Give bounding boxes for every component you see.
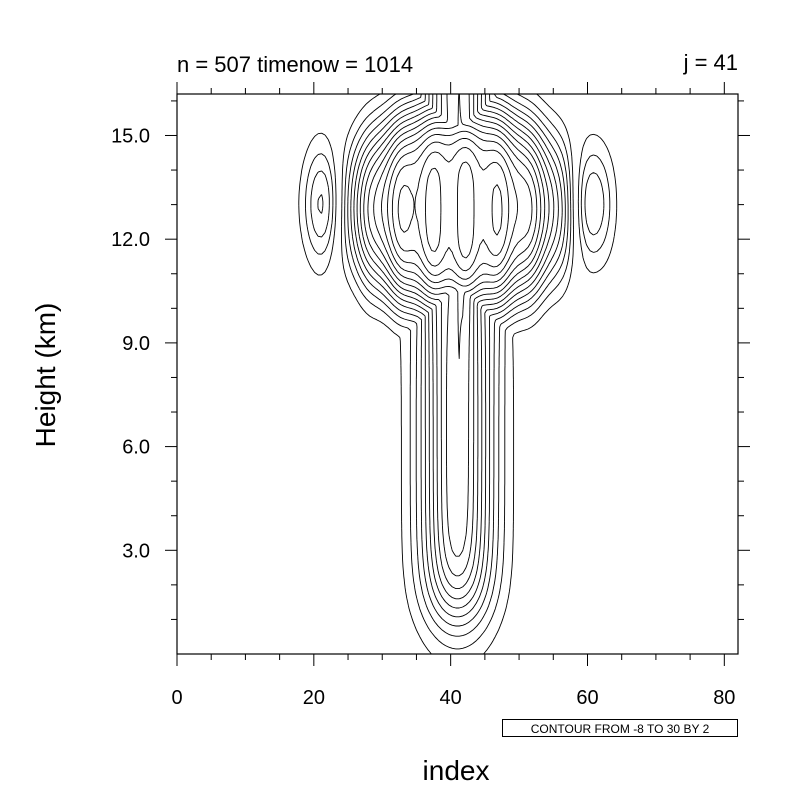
chart-title-right: j = 41 — [683, 50, 738, 75]
contour-level-12 — [356, 94, 559, 609]
contour-level-20 — [373, 93, 542, 557]
axis-ticks — [165, 82, 750, 666]
x-tick-labels: 0 20 40 60 80 — [171, 687, 735, 709]
contour-level-22 — [381, 93, 538, 359]
y-tick-label: 3.0 — [122, 540, 150, 562]
contour-level-18 — [367, 93, 546, 577]
chart-title-left: n = 507 timenow = 1014 — [177, 52, 414, 77]
contour-level-28 — [397, 147, 510, 272]
x-tick-label: 80 — [713, 687, 735, 709]
contour-level-16 — [363, 93, 550, 590]
contour-level-10 — [353, 94, 563, 618]
y-tick-label: 9.0 — [122, 333, 150, 355]
contour-level-6 — [347, 93, 569, 637]
contour-level--6 — [310, 170, 605, 238]
y-tick-labels: 3.0 6.0 9.0 12.0 15.0 — [111, 125, 150, 562]
x-axis-label: index — [422, 755, 490, 786]
y-tick-label: 12.0 — [111, 229, 150, 251]
contour-level-30 — [425, 161, 503, 259]
contour-level-4 — [344, 93, 572, 650]
x-tick-label: 40 — [440, 687, 462, 709]
contour-level--2 — [298, 132, 618, 276]
contour-level-14 — [359, 93, 555, 600]
x-tick-label: 0 — [171, 687, 182, 709]
y-axis-label: Height (km) — [30, 302, 61, 448]
y-tick-label: 15.0 — [111, 125, 150, 147]
contour-level-8 — [350, 93, 566, 627]
contour-level-2 — [341, 93, 574, 655]
y-tick-label: 6.0 — [122, 437, 150, 459]
contour-level--4 — [305, 153, 611, 255]
x-tick-label: 20 — [303, 687, 325, 709]
x-tick-label: 60 — [576, 687, 598, 709]
contour-lines — [298, 93, 618, 655]
contour-level-24 — [387, 130, 533, 287]
plot-frame — [176, 93, 739, 655]
contour-level--8 — [317, 194, 324, 214]
contour-level-26 — [391, 137, 518, 280]
contour-info-label: CONTOUR FROM -8 TO 30 BY 2 — [502, 719, 738, 737]
